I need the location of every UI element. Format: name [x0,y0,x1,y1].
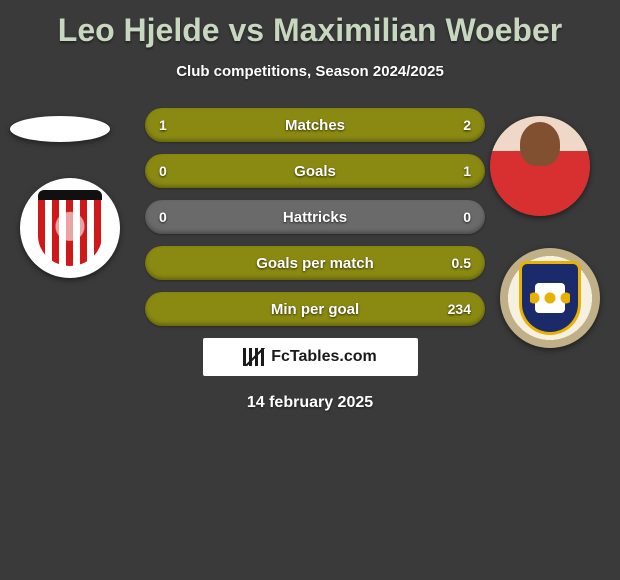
stat-label: Goals per match [256,255,374,272]
stat-bars: 1 Matches 2 0 Goals 1 0 Hattricks 0 Goals per mat… [145,108,485,326]
stat-bar: Min per goal 234 [145,292,485,326]
stat-bar: 0 Goals 1 [145,154,485,188]
snapshot-date: 14 february 2025 [0,394,620,412]
stat-value-left: 1 [159,117,167,133]
brand-text: FcTables.com [271,348,377,366]
club-right-badge [500,248,600,348]
sunderland-crest-icon [38,190,102,266]
stat-value-left: 0 [159,163,167,179]
comparison-subtitle: Club competitions, Season 2024/2025 [0,63,620,80]
stats-area: 1 Matches 2 0 Goals 1 0 Hattricks 0 Goals per mat… [0,108,620,412]
brand-watermark: FcTables.com [203,338,418,376]
player-left-avatar [10,116,110,142]
club-left-badge [20,178,120,278]
stat-value-right: 0 [463,209,471,225]
comparison-title: Leo Hjelde vs Maximilian Woeber [0,0,620,49]
stat-bar: Goals per match 0.5 [145,246,485,280]
stat-label: Hattricks [283,209,347,226]
player-right-avatar [490,116,590,216]
stat-bar: 0 Hattricks 0 [145,200,485,234]
stat-value-right: 1 [463,163,471,179]
stat-value-left: 0 [159,209,167,225]
stat-label: Goals [294,163,336,180]
stat-label: Matches [285,117,345,134]
chart-icon [243,348,265,366]
stat-value-right: 0.5 [452,255,471,271]
stat-label: Min per goal [271,301,359,318]
stat-value-right: 2 [463,117,471,133]
stat-value-right: 234 [448,301,471,317]
leeds-crest-icon [519,261,581,335]
stat-bar: 1 Matches 2 [145,108,485,142]
